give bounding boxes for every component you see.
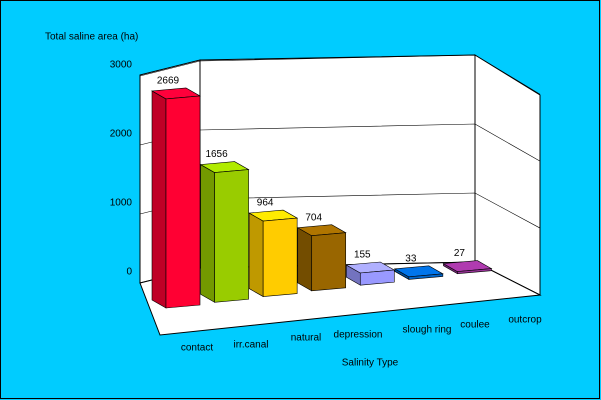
bar-side	[200, 164, 215, 303]
value-label: 155	[354, 250, 371, 261]
x-tick-label: slough ring	[403, 325, 452, 336]
bar-side	[248, 212, 264, 298]
x-tick-label: irr.canal	[233, 340, 268, 351]
x-tick-label: depression	[334, 330, 383, 341]
bar	[393, 265, 444, 280]
y-tick-label: 0	[126, 267, 132, 278]
value-label: 2669	[157, 76, 180, 87]
x-tick-label: contact	[181, 343, 213, 354]
y-tick-label: 2000	[110, 129, 133, 140]
bar	[151, 87, 201, 309]
y-axis-title: Total saline area (ha)	[45, 32, 138, 43]
bar	[199, 161, 250, 303]
y-tick-label: 3000	[110, 60, 133, 71]
bar-front	[262, 217, 298, 297]
bar	[442, 260, 493, 275]
grid-line	[139, 54, 541, 95]
bar-front	[457, 268, 492, 275]
bar-front	[311, 232, 347, 292]
y-tick-label: 1000	[110, 198, 133, 209]
value-label: 33	[405, 253, 417, 264]
value-label: 1656	[205, 149, 228, 160]
bar	[345, 261, 396, 286]
bar-front	[408, 273, 444, 280]
bar-front	[359, 269, 395, 286]
value-label: 27	[454, 248, 466, 259]
x-tick-label: outcrop	[508, 315, 542, 326]
bar-side	[297, 227, 313, 292]
bar-front	[214, 169, 249, 303]
bar-front	[165, 95, 201, 309]
x-tick-label: coulee	[460, 320, 490, 331]
value-label: 704	[305, 212, 322, 223]
x-tick-label: natural	[291, 333, 322, 344]
x-axis-title: Salinity Type	[342, 358, 399, 369]
bar	[248, 209, 299, 298]
right-wall	[474, 54, 541, 296]
bar	[296, 224, 347, 292]
value-label: 964	[257, 198, 274, 209]
bar-side	[151, 90, 167, 309]
